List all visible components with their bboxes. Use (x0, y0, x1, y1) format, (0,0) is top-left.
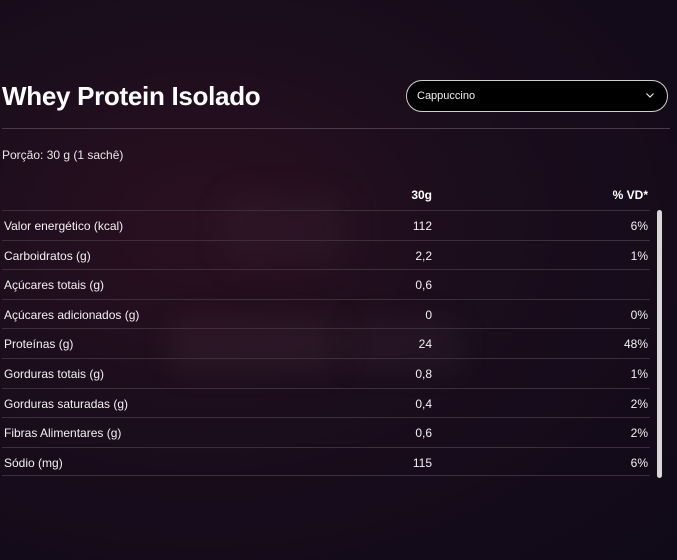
row-label: Valor energético (kcal) (4, 219, 124, 233)
row-dv: 1% (630, 248, 648, 263)
background-blur (350, 320, 460, 370)
header-amount: 30g (411, 188, 432, 202)
row-amount: 2,2 (415, 248, 432, 263)
row-dv: 6% (630, 219, 648, 233)
row-label: Sódio (mg) (4, 455, 63, 470)
row-amount: 0,4 (415, 396, 432, 411)
background-blur (225, 195, 345, 265)
row-amount: 0,8 (415, 366, 432, 381)
row-label: Açúcares totais (g) (4, 278, 105, 293)
row-amount: 112 (412, 219, 432, 233)
table-row: Valor energético (kcal) 112 6% (2, 210, 650, 240)
portion-info: Porção: 30 g (1 sachê) (2, 148, 124, 162)
row-dv: 2% (630, 396, 648, 411)
table-header: 30g % VD* (2, 180, 650, 210)
row-dv: 0% (630, 307, 648, 322)
row-dv: 2% (630, 426, 648, 441)
row-label: Gorduras totais (g) (4, 366, 105, 381)
nutrition-table: 30g % VD* Valor energético (kcal) 112 6%… (2, 180, 650, 477)
header-dv: % VD* (612, 188, 648, 202)
flavor-select-value: Cappuccino (417, 90, 476, 102)
row-amount: 0 (425, 307, 432, 322)
chevron-down-icon (646, 93, 654, 98)
table-row: Gorduras totais (g) 0,8 1% (2, 357, 650, 388)
row-amount: 24 (418, 337, 432, 352)
row-label: Carboidratos (g) (4, 248, 91, 263)
background-blur (170, 320, 340, 370)
table-row: Sódio (mg) 115 6% (2, 446, 650, 477)
row-label: Açúcares adicionados (g) (4, 307, 140, 322)
table-row: Carboidratos (g) 2,2 1% (2, 239, 650, 270)
table-row: Açúcares totais (g) 0,6 (2, 269, 650, 299)
row-label: Gorduras saturadas (g) (4, 396, 129, 411)
row-label: Proteínas (g) (4, 337, 74, 352)
row-amount: 115 (412, 455, 432, 470)
row-amount: 0,6 (415, 278, 432, 293)
product-title: Whey Protein Isolado (2, 81, 261, 111)
table-row: Açúcares adicionados (g) 0 0% (2, 298, 650, 329)
table-row: Gorduras saturadas (g) 0,4 2% (2, 387, 650, 418)
table-row: Proteínas (g) 24 48% (2, 328, 650, 358)
row-label: Fibras Alimentares (g) (4, 426, 122, 441)
row-amount: 0,6 (415, 426, 432, 441)
flavor-select[interactable]: Cappuccino (406, 80, 668, 112)
divider (2, 128, 670, 129)
row-dv: 48% (623, 337, 648, 352)
scrollbar[interactable] (657, 210, 662, 478)
row-dv: 6% (630, 455, 648, 470)
row-dv: 1% (630, 366, 648, 381)
table-row: Fibras Alimentares (g) 0,6 2% (2, 417, 650, 447)
